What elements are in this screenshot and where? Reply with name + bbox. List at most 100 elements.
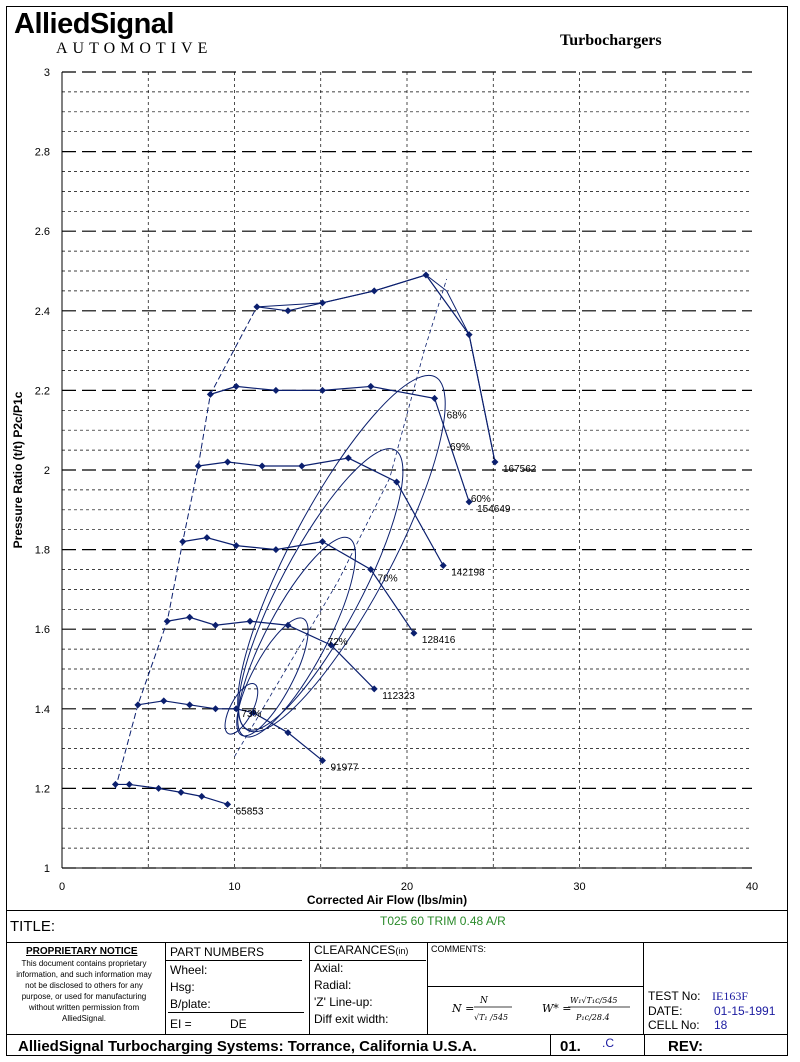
efficiency-island bbox=[224, 683, 259, 735]
data-point bbox=[186, 701, 194, 709]
logo-subtitle: AUTOMOTIVE bbox=[56, 40, 213, 57]
speed-label: 154649 bbox=[477, 504, 511, 515]
clearances-cell bbox=[310, 943, 428, 1035]
x-tick-label: 0 bbox=[59, 881, 65, 893]
data-point bbox=[465, 331, 473, 339]
code-suffix: .C bbox=[602, 1036, 614, 1050]
y-tick-label: 1.2 bbox=[35, 783, 50, 795]
svg-text:P₁c/28.4: P₁c/28.4 bbox=[575, 1013, 610, 1022]
de-label: DE bbox=[230, 1017, 247, 1031]
data-point bbox=[249, 709, 257, 717]
proprietary-cell bbox=[6, 943, 166, 1035]
ei-label: EI = bbox=[170, 1017, 192, 1031]
data-point bbox=[232, 382, 240, 390]
clearances-title: CLEARANCES(in) bbox=[314, 943, 408, 957]
data-point bbox=[258, 462, 266, 470]
document-title: Turbochargers bbox=[560, 32, 662, 49]
y-tick-label: 2.2 bbox=[35, 385, 50, 397]
data-point bbox=[232, 542, 240, 550]
efficiency-label: 70% bbox=[378, 573, 398, 584]
test-name: T025 60 TRIM 0.48 A/R bbox=[380, 914, 506, 928]
data-point bbox=[431, 394, 439, 402]
data-point bbox=[160, 697, 168, 705]
part-numbers-title: PART NUMBERS bbox=[170, 945, 265, 959]
data-point bbox=[212, 621, 220, 629]
clearances-unit: (in) bbox=[395, 946, 409, 956]
speed-label: 91977 bbox=[330, 763, 358, 774]
data-point bbox=[465, 498, 473, 506]
formula-divider bbox=[428, 986, 644, 987]
proprietary-title: PROPRIETARY NOTICE bbox=[26, 946, 138, 957]
speed-label: 128416 bbox=[422, 635, 456, 646]
efficiency-label: -69% bbox=[447, 442, 470, 453]
comments-cell bbox=[428, 943, 644, 1035]
svg-text:√T₁ /545: √T₁ /545 bbox=[474, 1013, 508, 1022]
data-point bbox=[253, 303, 261, 311]
data-point bbox=[284, 621, 292, 629]
y-tick-label: 2.8 bbox=[35, 147, 50, 159]
date-label: DATE: bbox=[648, 1004, 683, 1018]
title-label: TITLE: bbox=[10, 918, 56, 935]
data-point bbox=[318, 757, 326, 765]
data-point bbox=[212, 705, 220, 713]
data-point bbox=[163, 617, 171, 625]
date-value: 01-15-1991 bbox=[714, 1004, 776, 1018]
data-point bbox=[224, 458, 232, 466]
data-point bbox=[272, 386, 280, 394]
ei-divider bbox=[168, 1012, 304, 1013]
data-point bbox=[298, 462, 306, 470]
data-point bbox=[367, 382, 375, 390]
svg-text:W* =: W* = bbox=[542, 1002, 572, 1015]
data-point bbox=[491, 458, 499, 466]
zline-label: 'Z' Line-up: bbox=[314, 995, 373, 1009]
efficiency-island bbox=[237, 374, 446, 733]
y-tick-label: 2 bbox=[44, 465, 50, 477]
efficiency-ridge bbox=[234, 278, 448, 757]
data-point bbox=[198, 792, 206, 800]
data-point bbox=[318, 299, 326, 307]
cell-no-value: 18 bbox=[714, 1018, 728, 1032]
x-tick-label: 20 bbox=[401, 881, 413, 893]
data-point bbox=[246, 617, 254, 625]
y-tick-label: 2.6 bbox=[35, 226, 50, 238]
x-tick-label: 40 bbox=[746, 881, 758, 893]
data-point bbox=[111, 780, 119, 788]
proprietary-text: This document contains proprietary infor… bbox=[16, 959, 152, 1023]
test-no-label: TEST No: bbox=[648, 989, 701, 1003]
page-frame bbox=[6, 6, 788, 1056]
data-point bbox=[125, 780, 133, 788]
y-tick-label: 3 bbox=[44, 67, 50, 79]
data-point bbox=[224, 800, 232, 808]
data-point bbox=[284, 307, 292, 315]
speed-label: 142198 bbox=[451, 568, 485, 579]
footer-sep-2 bbox=[644, 1034, 645, 1056]
company-logo: AlliedSignal bbox=[14, 8, 174, 40]
speed-line bbox=[115, 783, 228, 805]
data-point bbox=[284, 729, 292, 737]
part-numbers-cell bbox=[166, 943, 310, 1035]
comments-label: COMMENTS: bbox=[431, 944, 486, 954]
y-tick-label: 1.6 bbox=[35, 624, 50, 636]
data-point bbox=[194, 462, 202, 470]
efficiency-label: 72% bbox=[328, 637, 348, 648]
y-tick-label: 1 bbox=[44, 863, 50, 875]
test-no-value: IE163F bbox=[712, 989, 748, 1003]
data-point bbox=[422, 271, 430, 279]
data-point bbox=[186, 613, 194, 621]
data-point bbox=[272, 546, 280, 554]
speed-label: 167562 bbox=[503, 464, 537, 475]
data-point bbox=[410, 629, 418, 637]
data-point bbox=[318, 386, 326, 394]
diff-exit-label: Diff exit width: bbox=[314, 1012, 389, 1026]
correction-formulas: N = N √T₁ /545 W* = W₁√T₁c/545 P₁c/28.4 bbox=[451, 996, 630, 1022]
data-point bbox=[344, 454, 352, 462]
clearance-divider bbox=[310, 960, 426, 961]
speed-line bbox=[256, 274, 496, 463]
data-point bbox=[206, 390, 214, 398]
form-table bbox=[6, 942, 788, 1035]
efficiency-label: 60% bbox=[471, 494, 491, 505]
y-tick-label: 2.4 bbox=[35, 306, 50, 318]
efficiency-label: 68% bbox=[447, 410, 467, 421]
data-point bbox=[370, 685, 378, 693]
x-tick-label: 10 bbox=[228, 881, 240, 893]
